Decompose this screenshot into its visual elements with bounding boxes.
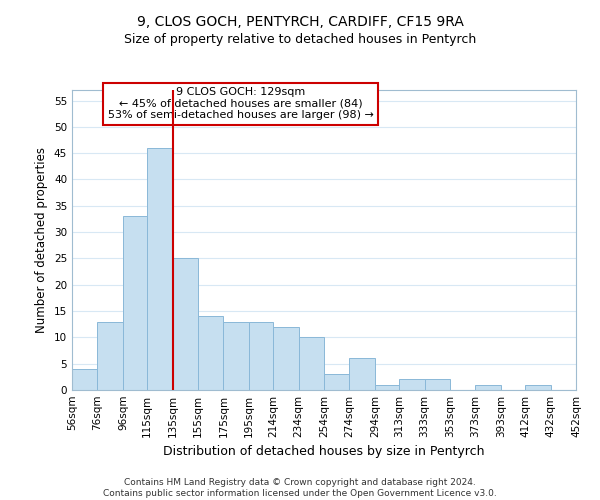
Bar — [198, 316, 223, 390]
Bar — [97, 322, 123, 390]
Y-axis label: Number of detached properties: Number of detached properties — [35, 147, 49, 333]
Bar — [123, 216, 147, 390]
Bar — [375, 384, 399, 390]
Text: 9, CLOS GOCH, PENTYRCH, CARDIFF, CF15 9RA: 9, CLOS GOCH, PENTYRCH, CARDIFF, CF15 9R… — [137, 15, 463, 29]
Bar — [72, 369, 97, 390]
Text: 9 CLOS GOCH: 129sqm
← 45% of detached houses are smaller (84)
53% of semi-detach: 9 CLOS GOCH: 129sqm ← 45% of detached ho… — [108, 87, 374, 120]
Bar — [147, 148, 173, 390]
Bar — [249, 322, 273, 390]
Bar — [525, 384, 551, 390]
Bar — [399, 380, 425, 390]
Bar — [299, 338, 324, 390]
Bar — [475, 384, 501, 390]
Bar — [173, 258, 198, 390]
Bar — [425, 380, 450, 390]
Bar — [576, 384, 600, 390]
Text: Size of property relative to detached houses in Pentyrch: Size of property relative to detached ho… — [124, 32, 476, 46]
Text: Contains HM Land Registry data © Crown copyright and database right 2024.
Contai: Contains HM Land Registry data © Crown c… — [103, 478, 497, 498]
Bar — [349, 358, 375, 390]
Bar — [223, 322, 249, 390]
X-axis label: Distribution of detached houses by size in Pentyrch: Distribution of detached houses by size … — [163, 446, 485, 458]
Bar — [273, 327, 299, 390]
Bar — [324, 374, 349, 390]
